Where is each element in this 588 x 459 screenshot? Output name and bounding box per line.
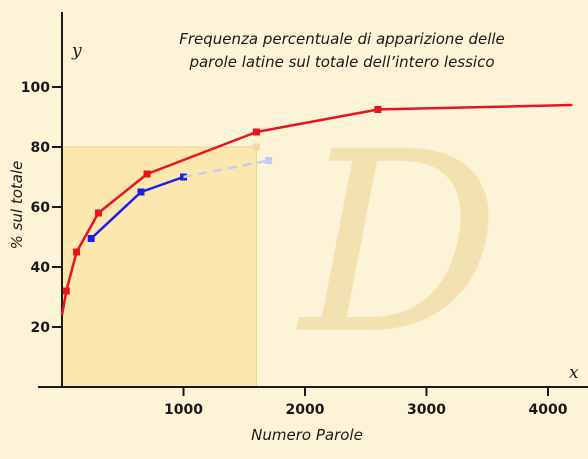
y-tick-label-4: 100 [21, 80, 50, 96]
x-tick-label-3: 4000 [529, 402, 568, 418]
y-tick-label-2: 60 [31, 200, 51, 216]
series-0-line [60, 103, 573, 316]
chart-title-line-2: parole latine sul totale dell’intero les… [188, 53, 494, 71]
chart-title-line-1: Frequenza percentuale di apparizione del… [179, 30, 505, 48]
y-axis-letter: y [71, 41, 82, 61]
series-0-point-4 [252, 128, 260, 136]
y-tick-label-0: 20 [31, 320, 51, 336]
faded-point-marker [252, 143, 260, 151]
x-axis-title: Numero Parole [251, 426, 363, 444]
series-2-point-1 [265, 157, 273, 164]
y-tick-label-3: 80 [31, 140, 51, 156]
x-axis-letter: x [569, 363, 579, 383]
watermark-letter: D [296, 98, 500, 389]
series-0-point-5 [374, 106, 382, 113]
series-0-point-1 [73, 248, 81, 256]
series-0-point-2 [94, 209, 102, 217]
x-tick-label-0: 1000 [164, 402, 203, 418]
y-tick-label-1: 40 [31, 260, 51, 276]
x-tick-label-1: 2000 [286, 402, 325, 418]
series-1-point-1 [137, 188, 145, 196]
highlight-region [62, 147, 257, 387]
y-axis-title: % sul totale [8, 161, 26, 250]
x-tick-label-2: 3000 [407, 402, 446, 418]
series-0-point-3 [143, 170, 151, 178]
series-1-point-0 [87, 235, 95, 242]
series-0-point-0 [62, 287, 70, 295]
